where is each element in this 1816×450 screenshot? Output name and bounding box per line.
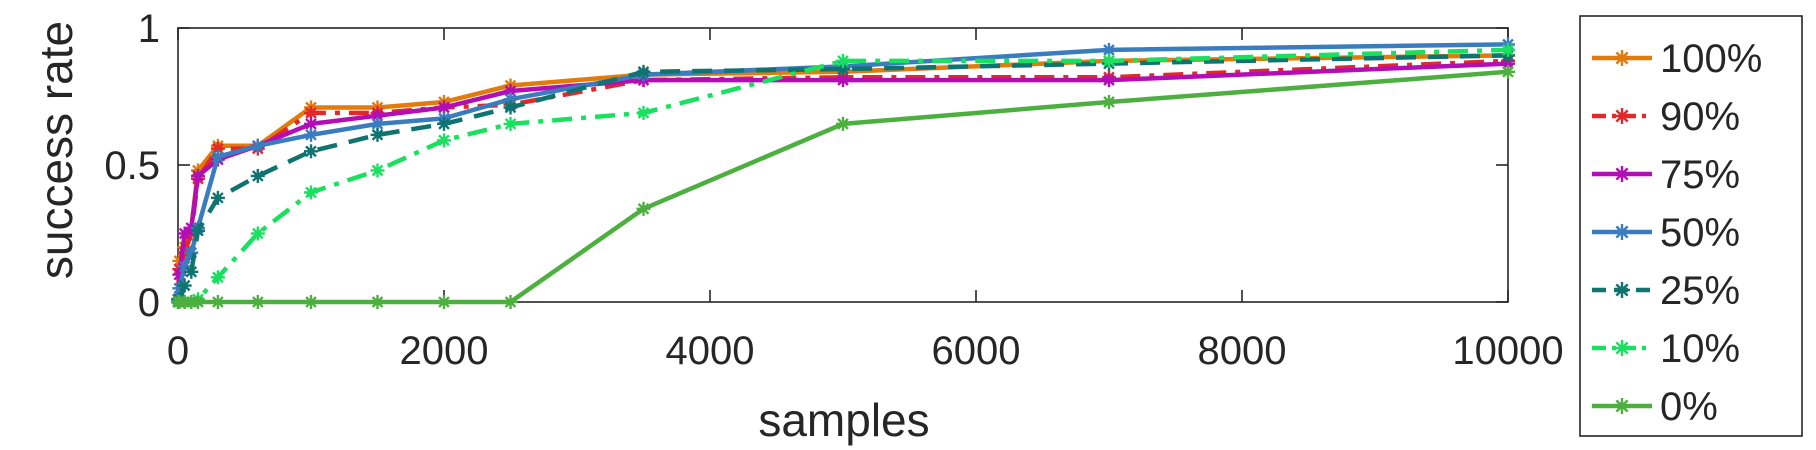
data-point xyxy=(1102,53,1116,68)
series-layer xyxy=(171,37,1515,309)
data-point xyxy=(184,264,199,279)
y-tick-label: 1 xyxy=(138,7,160,51)
legend: 100% 90% 75% 50% 25% 10% 0% xyxy=(1579,15,1803,437)
data-point xyxy=(836,53,850,68)
legend-item: 100% xyxy=(1592,37,1762,81)
data-point xyxy=(836,116,850,131)
data-point xyxy=(503,100,518,115)
legend-label: 10% xyxy=(1660,327,1740,371)
data-point xyxy=(210,270,225,285)
data-point xyxy=(304,105,318,120)
data-point xyxy=(1614,108,1630,124)
data-point xyxy=(184,245,199,260)
legend-label: 100% xyxy=(1660,37,1762,81)
data-point xyxy=(1614,282,1630,298)
data-point xyxy=(1614,340,1630,356)
x-tick-label: 6000 xyxy=(932,329,1021,373)
data-point xyxy=(1102,73,1116,88)
y-tick-label: 0 xyxy=(138,281,160,325)
legend-item: 75% xyxy=(1592,153,1740,197)
x-tick-label: 2000 xyxy=(400,329,489,373)
data-point xyxy=(250,226,265,241)
legend-item: 25% xyxy=(1592,269,1740,313)
data-point xyxy=(1501,64,1515,79)
data-point xyxy=(636,64,651,79)
data-point xyxy=(250,168,265,183)
data-point xyxy=(190,168,205,183)
x-tick-label: 0 xyxy=(167,329,189,373)
data-point xyxy=(503,116,518,131)
data-point xyxy=(250,138,265,153)
legend-label: 90% xyxy=(1660,95,1740,139)
x-axis: 0 2000 4000 6000 8000 10000 xyxy=(167,28,1564,373)
data-point xyxy=(1102,94,1116,109)
x-tick-label: 8000 xyxy=(1198,329,1287,373)
series-0pct xyxy=(171,64,1515,309)
data-point xyxy=(1501,42,1515,57)
data-point xyxy=(1614,398,1630,414)
y-axis: 00.51 xyxy=(104,7,1508,325)
data-point xyxy=(250,295,265,309)
data-point xyxy=(304,144,318,159)
legend-item: 90% xyxy=(1592,95,1740,139)
legend-label: 0% xyxy=(1660,385,1718,429)
legend-label: 50% xyxy=(1660,211,1740,255)
data-point xyxy=(210,295,225,309)
data-point xyxy=(210,149,225,164)
data-point xyxy=(437,133,451,148)
data-point xyxy=(1614,224,1630,240)
data-point xyxy=(370,163,385,178)
data-point xyxy=(304,295,318,309)
y-tick-label: 0.5 xyxy=(104,144,160,188)
data-point xyxy=(304,127,318,142)
legend-item: 50% xyxy=(1592,211,1740,255)
x-axis-title: samples xyxy=(758,394,929,446)
legend-item: 10% xyxy=(1592,327,1740,371)
legend-label: 75% xyxy=(1660,153,1740,197)
y-axis-title: success rate xyxy=(30,21,82,279)
data-point xyxy=(370,127,385,142)
x-tick-label: 10000 xyxy=(1452,329,1563,373)
data-point xyxy=(190,223,205,238)
data-point xyxy=(1614,50,1630,66)
data-point xyxy=(636,105,651,120)
data-point xyxy=(190,295,205,309)
legend-item: 0% xyxy=(1592,385,1718,429)
data-point xyxy=(210,190,225,205)
legend-label: 25% xyxy=(1660,269,1740,313)
data-point xyxy=(437,295,451,309)
data-point xyxy=(304,185,318,200)
data-point xyxy=(636,201,651,216)
data-point xyxy=(177,278,192,293)
data-point xyxy=(1614,166,1630,182)
x-tick-label: 4000 xyxy=(666,329,755,373)
data-point xyxy=(370,295,385,309)
data-point xyxy=(437,116,451,131)
data-point xyxy=(503,295,518,309)
